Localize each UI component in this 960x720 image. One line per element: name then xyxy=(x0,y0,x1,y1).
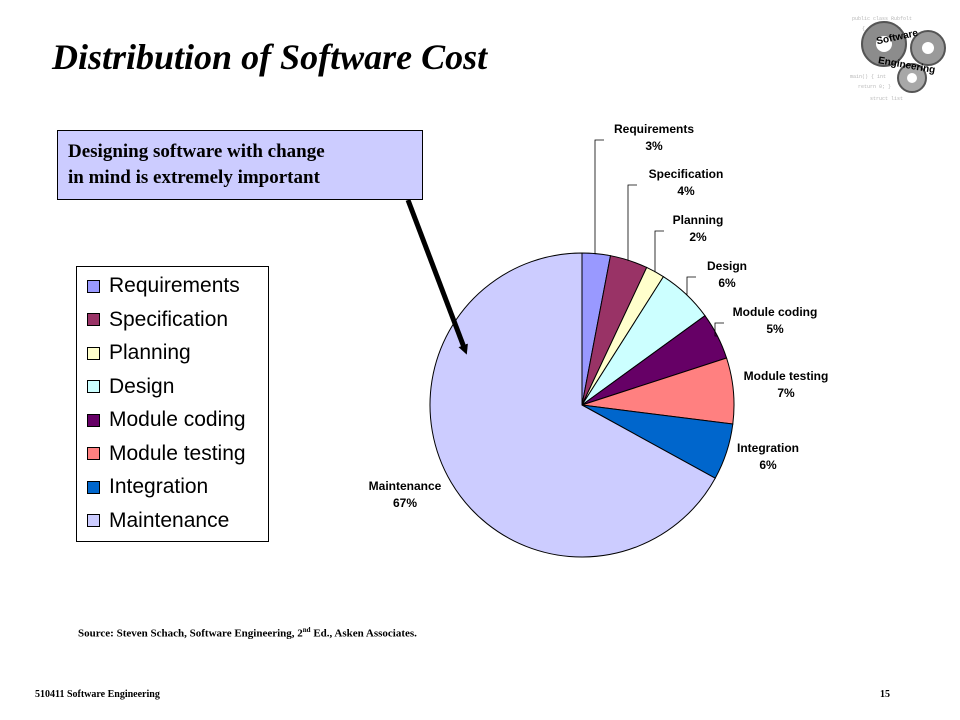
legend-swatch-module-coding xyxy=(87,413,100,427)
legend-item-integration: Integration xyxy=(87,474,208,500)
legend-label-specification: Specification xyxy=(109,307,229,331)
slide-title: Distribution of Software Cost xyxy=(52,37,488,77)
legend-swatch-requirements xyxy=(87,279,100,293)
legend-label-integration: Integration xyxy=(109,475,209,498)
legend-item-requirements: Requirements xyxy=(87,273,240,299)
pie-labels: Requirements 3% Specification 4% Planning 2% D… xyxy=(369,122,829,510)
slice-label-integration: Integration xyxy=(737,441,799,455)
slice-label-maintenance: Maintenance xyxy=(369,479,442,493)
footer-course: 510411 Software Engineering xyxy=(35,689,160,700)
legend-item-specification: Specification xyxy=(87,307,228,333)
footer-page-number: 15 xyxy=(880,689,890,700)
chart-legend: Requirements Specification Planning Design M… xyxy=(76,266,269,542)
legend-swatch-design xyxy=(87,380,100,393)
slice-value-maintenance: 67% xyxy=(393,496,417,510)
callout-box: Designing software with change in mind i… xyxy=(57,130,423,200)
slice-label-module-coding: Module coding xyxy=(733,305,818,319)
legend-item-module-coding: Module coding xyxy=(87,407,246,433)
slice-value-design: 6% xyxy=(718,276,736,290)
legend-item-planning: Planning xyxy=(87,340,191,366)
callout-line-2: in mind is extremely important xyxy=(68,167,320,188)
slice-value-module-coding: 5% xyxy=(766,322,784,336)
legend-label-design: Design xyxy=(109,374,175,398)
pie-slices xyxy=(429,252,735,558)
slice-value-module-testing: 7% xyxy=(777,386,795,400)
legend-item-design: Design xyxy=(87,374,174,400)
slice-value-planning: 2% xyxy=(689,230,707,244)
legend-swatch-specification xyxy=(87,313,100,326)
legend-label-module-testing: Module testing xyxy=(109,441,246,465)
pie-leader-lines xyxy=(594,139,724,337)
source-citation: Source: Steven Schach, Software Engineer… xyxy=(78,626,417,640)
legend-swatch-integration xyxy=(87,480,100,494)
legend-swatch-planning xyxy=(87,346,100,360)
slice-value-specification: 4% xyxy=(677,184,695,198)
legend-swatch-maintenance xyxy=(87,514,100,527)
software-engineering-logo: public class Rubfolt { int a; char main(… xyxy=(850,16,946,102)
leader-line-planning xyxy=(654,230,664,273)
leader-line-specification xyxy=(627,184,637,261)
legend-label-requirements: Requirements xyxy=(109,274,240,297)
leader-line-design xyxy=(686,276,696,295)
slice-value-integration: 6% xyxy=(759,458,777,472)
svg-text:public class Rubfolt: public class Rubfolt xyxy=(852,16,912,22)
callout-line-1: Designing software with change xyxy=(68,141,325,162)
svg-text:return 0; }: return 0; } xyxy=(858,84,891,90)
slice-value-requirements: 3% xyxy=(645,139,663,153)
svg-text:main() { int: main() { int xyxy=(850,74,886,80)
slice-label-requirements: Requirements xyxy=(614,122,694,136)
slice-label-specification: Specification xyxy=(649,167,724,181)
legend-label-maintenance: Maintenance xyxy=(109,508,230,532)
slice-label-module-testing: Module testing xyxy=(744,369,829,383)
legend-item-module-testing: Module testing xyxy=(87,441,246,467)
slice-label-planning: Planning xyxy=(673,213,724,227)
leader-line-requirements xyxy=(594,139,604,255)
leader-line-module-coding xyxy=(714,322,724,337)
callout-arrow xyxy=(405,199,468,355)
legend-swatch-module-testing xyxy=(87,447,100,460)
pie-slice-maintenance xyxy=(429,252,716,558)
legend-label-planning: Planning xyxy=(109,341,191,364)
legend-label-module-coding: Module coding xyxy=(109,408,246,431)
gears-icon xyxy=(861,21,946,93)
svg-text:struct list: struct list xyxy=(870,96,903,102)
slice-label-design: Design xyxy=(707,259,747,273)
legend-item-maintenance: Maintenance xyxy=(87,508,229,534)
